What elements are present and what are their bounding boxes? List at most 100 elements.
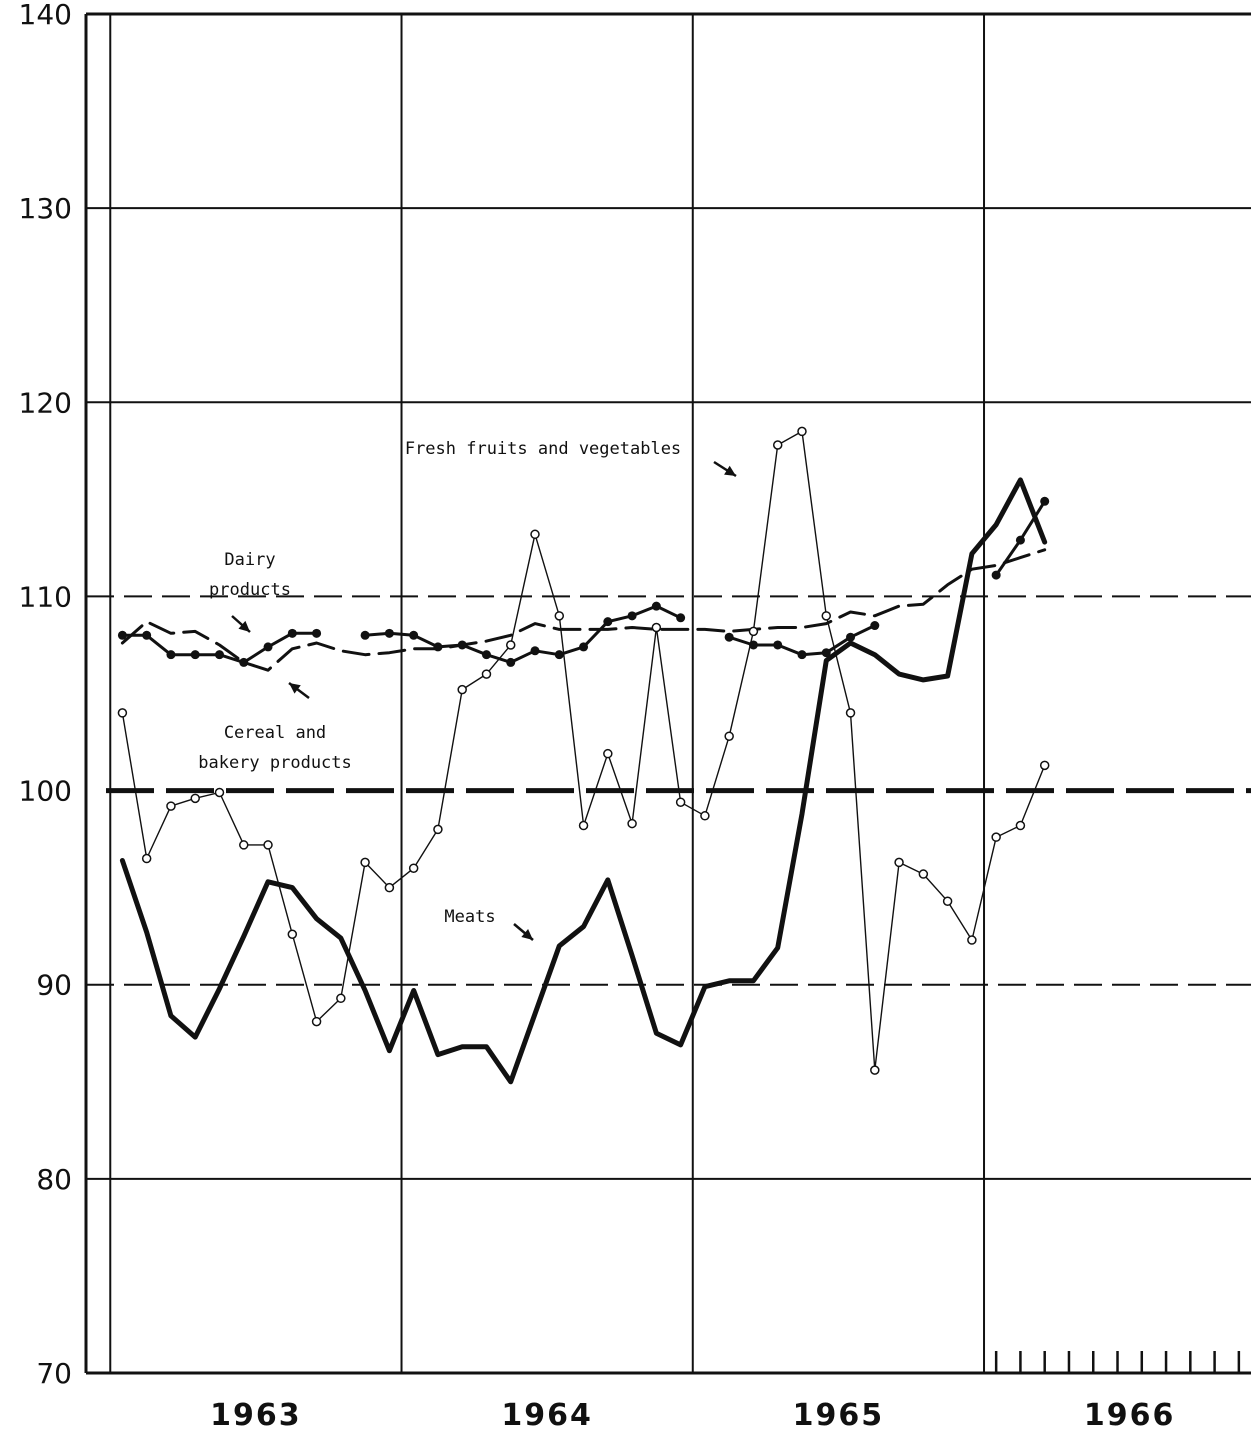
point-dairy-products	[991, 570, 1001, 580]
point-fresh-fruits-and-vegetables	[894, 857, 904, 868]
point-fresh-fruits-and-vegetables	[700, 811, 710, 821]
point-fresh-fruits-and-vegetables	[214, 787, 225, 798]
point-dairy-products	[627, 611, 637, 621]
point-fresh-fruits-and-vegetables	[845, 708, 856, 718]
point-fresh-fruits-and-vegetables	[481, 669, 492, 679]
annotation-arrow-cereal-head	[289, 683, 301, 694]
point-fresh-fruits-and-vegetables	[190, 793, 200, 804]
point-dairy-products	[433, 642, 443, 652]
point-dairy-products	[1015, 535, 1025, 545]
series-line-meats	[119, 477, 1048, 1085]
x-tick-label-1964: 1964	[501, 1398, 593, 1430]
x-tick-label-1965: 1965	[793, 1398, 885, 1430]
point-dairy-products	[506, 657, 516, 667]
point-fresh-fruits-and-vegetables	[117, 708, 128, 718]
point-fresh-fruits-and-vegetables	[433, 824, 443, 835]
point-dairy-products	[190, 650, 200, 660]
y-tick-label-120: 120	[19, 386, 72, 419]
point-dairy-products	[579, 642, 589, 652]
point-dairy-products	[821, 648, 831, 658]
point-fresh-fruits-and-vegetables	[578, 820, 589, 831]
annotation-meats: Meats	[444, 907, 495, 927]
grid	[84, 12, 1251, 1375]
y-tick-label-110: 110	[19, 580, 72, 613]
point-fresh-fruits-and-vegetables	[748, 626, 759, 637]
point-fresh-fruits-and-vegetables	[554, 611, 565, 621]
point-fresh-fruits-and-vegetables	[360, 857, 370, 868]
point-fresh-fruits-and-vegetables	[1039, 760, 1050, 771]
point-dairy-products	[797, 650, 807, 660]
y-tick-label-70: 70	[36, 1357, 72, 1390]
point-dairy-products	[676, 613, 686, 623]
point-fresh-fruits-and-vegetables	[239, 840, 249, 850]
point-dairy-products	[651, 601, 661, 611]
point-fresh-fruits-and-vegetables	[311, 1016, 322, 1027]
point-dairy-products	[457, 640, 467, 650]
annotation-fresh-fruits-vegetables: Fresh fruits and vegetables	[405, 439, 681, 459]
x-tick-label-1966: 1966	[1084, 1398, 1176, 1430]
labels-group: 70 80 90 110 120 130 140 100 1963 1964 1965 1966	[19, 0, 1176, 1430]
point-dairy-products	[748, 640, 758, 650]
annotations-group: Dairy products Cereal and bakery products Fr…	[198, 439, 737, 941]
y-tick-label-90: 90	[36, 969, 72, 1002]
point-dairy-products	[239, 657, 249, 667]
point-fresh-fruits-and-vegetables	[942, 896, 953, 906]
point-fresh-fruits-and-vegetables	[141, 853, 152, 864]
point-fresh-fruits-and-vegetables	[675, 797, 686, 807]
point-fresh-fruits-and-vegetables	[1015, 820, 1026, 831]
series-line-cereal-and-bakery-products	[120, 548, 1047, 672]
annotation-arrow-meats-head	[521, 929, 533, 940]
point-fresh-fruits-and-vegetables	[166, 801, 176, 811]
y-tick-label-130: 130	[19, 192, 72, 225]
point-dairy-products	[481, 650, 491, 660]
point-dairy-products	[870, 621, 880, 631]
annotation-cereal-bakery: Cereal and bakery products	[198, 723, 352, 773]
point-fresh-fruits-and-vegetables	[627, 818, 637, 829]
point-fresh-fruits-and-vegetables	[457, 684, 467, 695]
point-fresh-fruits-and-vegetables	[651, 622, 662, 633]
point-dairy-products	[117, 630, 127, 640]
y-tick-label-140: 140	[19, 0, 72, 31]
point-fresh-fruits-and-vegetables	[336, 993, 346, 1004]
point-fresh-fruits-and-vegetables	[772, 440, 783, 450]
point-fresh-fruits-and-vegetables	[991, 832, 1001, 842]
y-tick-label-100: 100	[19, 775, 72, 808]
point-fresh-fruits-and-vegetables	[821, 611, 832, 621]
annotation-arrow-dairy-head	[238, 620, 250, 632]
point-fresh-fruits-and-vegetables	[918, 869, 929, 879]
point-dairy-products	[312, 628, 322, 638]
annotation-dairy-products: Dairy products	[209, 550, 291, 600]
point-fresh-fruits-and-vegetables	[724, 731, 734, 741]
point-dairy-products	[409, 630, 419, 640]
x-tick-label-1963: 1963	[210, 1398, 302, 1430]
point-dairy-products	[724, 632, 734, 642]
point-dairy-products	[360, 630, 370, 640]
point-fresh-fruits-and-vegetables	[967, 935, 977, 945]
point-fresh-fruits-and-vegetables	[870, 1065, 880, 1075]
point-dairy-products	[846, 632, 856, 642]
point-dairy-products	[287, 628, 297, 638]
point-fresh-fruits-and-vegetables	[797, 426, 807, 437]
point-fresh-fruits-and-vegetables	[384, 882, 395, 893]
point-fresh-fruits-and-vegetables	[408, 863, 419, 873]
point-dairy-products	[263, 642, 273, 652]
point-fresh-fruits-and-vegetables	[505, 640, 516, 650]
point-fresh-fruits-and-vegetables	[530, 529, 540, 540]
y-tick-label-80: 80	[36, 1163, 72, 1196]
point-dairy-products	[554, 650, 564, 660]
point-fresh-fruits-and-vegetables	[603, 748, 613, 759]
markers-group	[117, 426, 1050, 1075]
point-dairy-products	[773, 640, 783, 650]
point-fresh-fruits-and-vegetables	[263, 840, 273, 850]
point-dairy-products	[1040, 496, 1050, 506]
point-dairy-products	[214, 650, 224, 660]
point-dairy-products	[142, 630, 152, 640]
point-fresh-fruits-and-vegetables	[287, 929, 298, 939]
annotation-arrow-fresh-head	[724, 465, 736, 476]
point-dairy-products	[166, 650, 176, 660]
point-dairy-products	[603, 617, 613, 627]
point-dairy-products	[530, 646, 540, 656]
series-line-fresh-fruits-and-vegetables	[121, 430, 1046, 1071]
point-dairy-products	[384, 628, 394, 638]
